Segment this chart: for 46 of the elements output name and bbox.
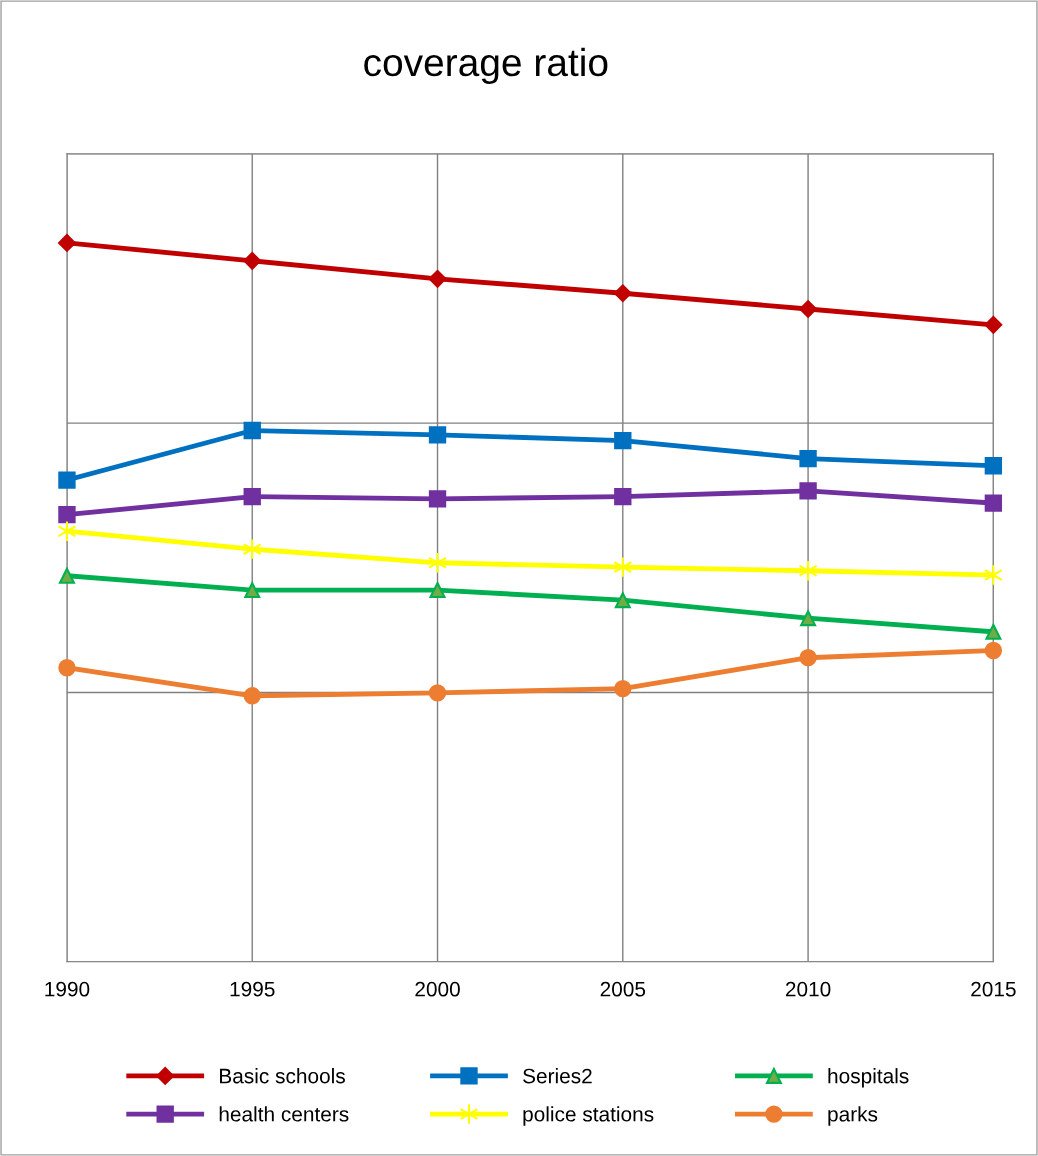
point xyxy=(58,505,76,524)
point xyxy=(614,431,632,450)
point xyxy=(428,426,447,444)
point xyxy=(58,659,76,677)
point xyxy=(799,482,817,500)
point xyxy=(243,251,262,270)
legend-label: hospitals xyxy=(828,1068,909,1088)
point xyxy=(57,520,77,542)
point xyxy=(58,567,75,584)
point xyxy=(428,552,447,574)
x-tick-label: 2015 xyxy=(971,981,1016,997)
legend-label: Basic schools xyxy=(220,1068,345,1084)
point xyxy=(58,233,76,252)
point xyxy=(429,582,446,599)
x-tick-label: 1995 xyxy=(230,981,275,997)
chart-title: coverage ratio xyxy=(364,47,608,85)
legend-label: health centers xyxy=(219,1106,349,1122)
point xyxy=(984,494,1003,512)
point xyxy=(243,487,261,506)
point xyxy=(428,269,447,288)
x-tick-label: 2000 xyxy=(415,981,460,997)
point xyxy=(613,556,633,578)
point xyxy=(614,679,632,698)
legend-label: police stations xyxy=(523,1106,654,1126)
point xyxy=(614,487,632,506)
point xyxy=(984,457,1003,475)
point xyxy=(244,582,261,599)
x-tick-label: 2005 xyxy=(600,981,646,997)
x-tick-label: 1990 xyxy=(45,981,90,997)
point xyxy=(984,315,1003,334)
point xyxy=(428,684,447,702)
point xyxy=(799,300,817,318)
point xyxy=(243,421,261,440)
legend-label: parks xyxy=(828,1106,878,1126)
point xyxy=(428,490,447,508)
point xyxy=(243,687,261,705)
point xyxy=(985,623,1002,640)
point xyxy=(614,592,631,609)
point xyxy=(613,284,632,303)
point xyxy=(799,649,817,667)
point xyxy=(58,471,76,489)
point xyxy=(799,449,817,468)
point xyxy=(800,610,817,627)
x-tick-label: 2010 xyxy=(785,981,831,997)
point xyxy=(984,641,1003,660)
legend-label: Series2 xyxy=(523,1068,592,1084)
